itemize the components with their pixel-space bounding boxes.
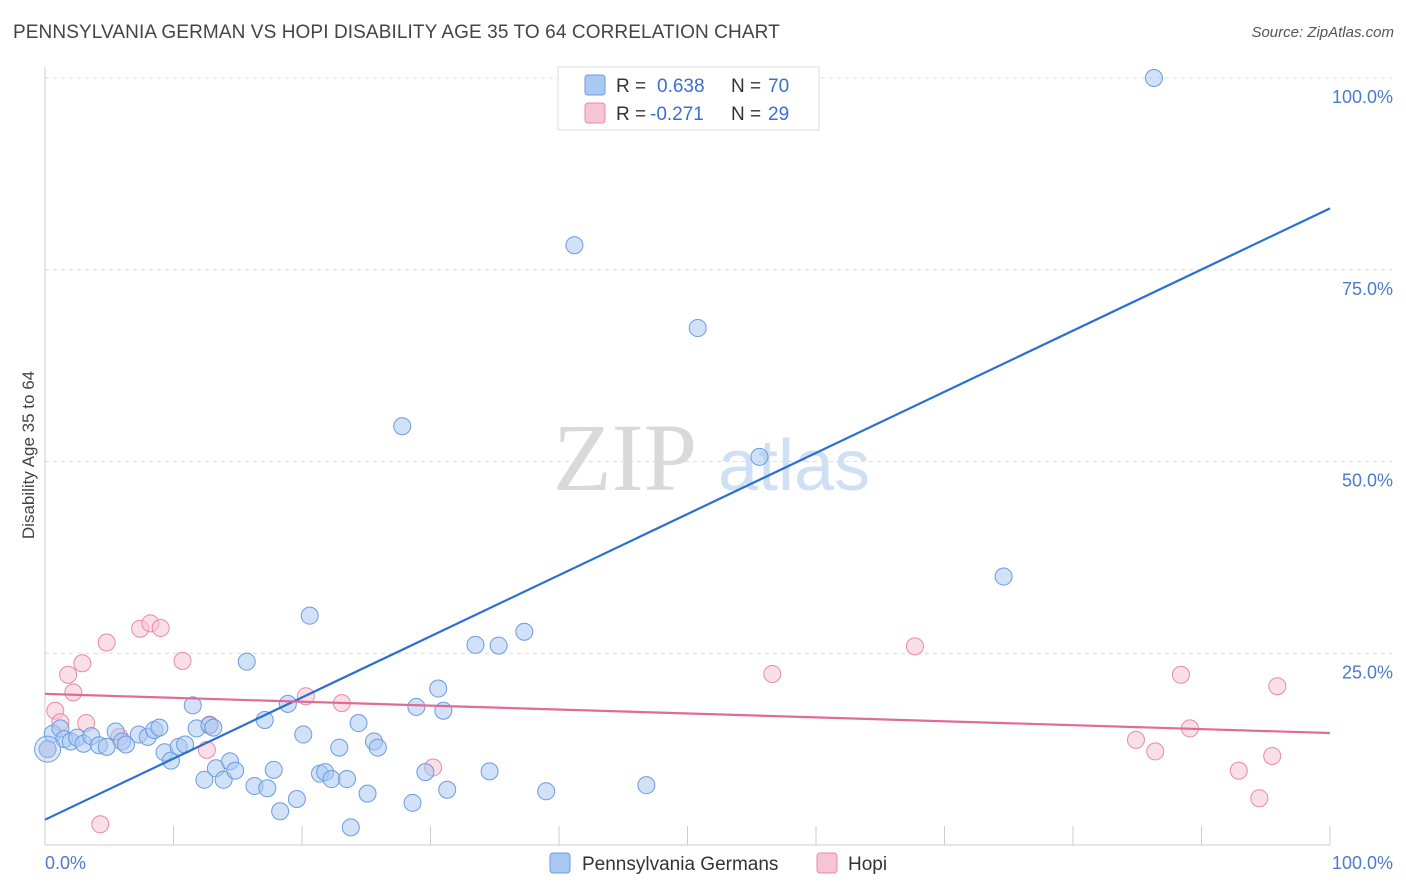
pennsylvania-germans-point	[204, 718, 223, 737]
y-tick-label: 100.0%	[1332, 87, 1393, 107]
pennsylvania-germans-point	[480, 762, 499, 781]
chart-source: Source: ZipAtlas.com	[1251, 24, 1394, 41]
pennsylvania-germans-point	[358, 784, 377, 803]
pennsylvania-germans-point	[150, 718, 169, 737]
pennsylvania-germans-point	[116, 735, 135, 754]
stats-legend-swatch-pennsylvania-germans	[584, 74, 606, 96]
pennsylvania-germans-point	[322, 770, 341, 789]
pennsylvania-germans-point	[258, 779, 277, 798]
hopi-point	[151, 618, 170, 637]
pennsylvania-germans-point	[368, 738, 387, 757]
pennsylvania-germans-point	[489, 636, 508, 655]
pennsylvania-germans-point	[330, 738, 349, 757]
hopi-point	[197, 740, 216, 759]
hopi-point	[173, 651, 192, 670]
pennsylvania-germans-point	[287, 789, 306, 808]
pennsylvania-germans-point	[34, 735, 62, 763]
watermark-zip: ZIP	[553, 404, 697, 511]
hopi-point	[1250, 789, 1269, 808]
stats-legend: R = 0.638 N = 70 R = -0.271 N = 29	[557, 66, 820, 131]
pennsylvania-germans-point	[466, 635, 485, 654]
chart-title: PENNSYLVANIA GERMAN VS HOPI DISABILITY A…	[13, 22, 780, 43]
pennsylvania-germans-point	[183, 696, 202, 715]
pennsylvania-germans-point	[337, 770, 356, 789]
pennsylvania-germans-point	[264, 760, 283, 779]
pennsylvania-germans-point	[294, 725, 313, 744]
y-tick-labels: 25.0% 50.0% 75.0% 100.0%	[1332, 87, 1393, 682]
hopi-trendline	[44, 692, 1331, 735]
hopi-point	[1229, 761, 1248, 780]
pennsylvania-germans-point	[565, 236, 584, 255]
trendlines	[44, 207, 1331, 821]
legend-swatch-hopi	[816, 852, 838, 874]
hopi-point	[1263, 747, 1282, 766]
pennsylvania-germans-point	[300, 606, 319, 625]
gridlines	[45, 77, 1392, 654]
hopi-point	[905, 637, 924, 656]
pennsylvania-germans-point	[1144, 69, 1163, 87]
pennsylvania-germans-point	[403, 793, 422, 812]
pennsylvania-germans-point	[393, 417, 412, 436]
hopi-point	[1126, 730, 1145, 749]
hopi-point	[64, 683, 83, 702]
hopi-point	[73, 654, 92, 673]
stats-legend-n-value: 29	[768, 104, 789, 125]
pennsylvania-germans-points	[34, 69, 1163, 837]
pennsylvania-germans-point	[416, 763, 435, 782]
pennsylvania-germans-point	[438, 780, 457, 799]
y-axis-label: Disability Age 35 to 64	[19, 371, 38, 539]
x-tick-label: 0.0%	[45, 853, 86, 873]
x-tick-label: 100.0%	[1332, 853, 1393, 873]
y-tick-label: 75.0%	[1342, 279, 1393, 299]
stats-legend-n-label: N =	[731, 104, 761, 125]
stats-legend-r-label: R =	[616, 76, 646, 97]
legend-label-pennsylvania-germans: Pennsylvania Germans	[582, 854, 778, 875]
pennsylvania-germans-point	[195, 770, 214, 789]
hopi-point	[1171, 665, 1190, 684]
pennsylvania-germans-trendline	[44, 207, 1331, 821]
hopi-point	[1146, 742, 1165, 761]
stats-legend-r-value: -0.271	[650, 104, 704, 125]
y-tick-label: 50.0%	[1342, 471, 1393, 491]
pennsylvania-germans-point	[271, 802, 290, 821]
hopi-point	[59, 665, 78, 684]
pennsylvania-germans-point	[429, 679, 448, 698]
legend-swatch-pennsylvania-germans	[549, 852, 571, 874]
pennsylvania-germans-point	[537, 782, 556, 801]
pennsylvania-germans-point	[750, 447, 769, 466]
pennsylvania-germans-point	[688, 319, 707, 338]
axes	[44, 67, 1331, 846]
stats-legend-swatch-hopi	[584, 102, 606, 124]
x-tick-labels: 0.0% 100.0%	[45, 853, 1393, 873]
bottom-legend: Pennsylvania Germans Hopi	[549, 852, 887, 875]
pennsylvania-germans-point	[237, 652, 256, 671]
pennsylvania-germans-point	[341, 818, 360, 837]
pennsylvania-germans-point	[226, 761, 245, 780]
pennsylvania-germans-point	[637, 776, 656, 795]
legend-label-hopi: Hopi	[848, 854, 887, 875]
pennsylvania-germans-point	[349, 714, 368, 733]
pennsylvania-germans-point	[994, 567, 1013, 586]
pennsylvania-germans-point	[97, 737, 116, 756]
stats-legend-r-value: 0.638	[657, 76, 705, 97]
hopi-point	[1268, 677, 1287, 696]
y-tick-label: 25.0%	[1342, 662, 1393, 682]
pennsylvania-germans-point	[407, 697, 426, 716]
stats-legend-n-label: N =	[731, 76, 761, 97]
hopi-point	[763, 664, 782, 683]
hopi-point	[91, 815, 110, 834]
pennsylvania-germans-point	[515, 622, 534, 641]
hopi-points	[38, 614, 1287, 834]
stats-legend-n-value: 70	[768, 76, 789, 97]
hopi-point	[97, 633, 116, 652]
stats-legend-r-label: R =	[616, 104, 646, 125]
